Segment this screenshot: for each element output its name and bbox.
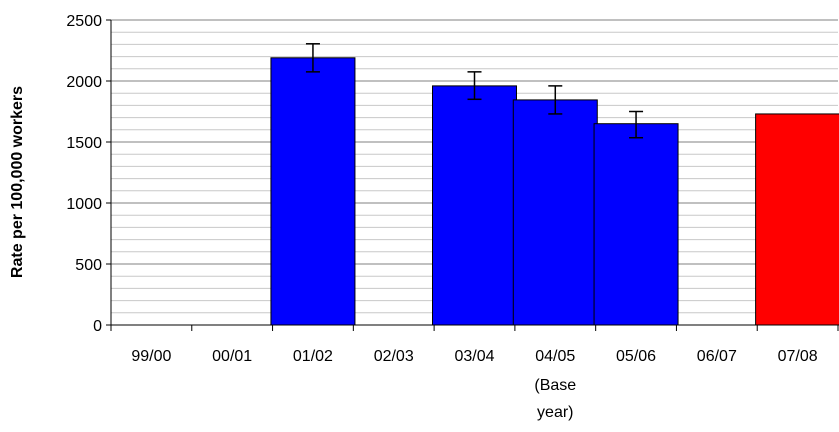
x-tick-labels: 99/00 00/01 01/02 02/03 03/04 04/05 (Base year)… [131, 348, 817, 421]
bar-6 [593, 123, 679, 326]
x-tick-label: 05/06 [616, 348, 656, 365]
error-bar-2 [305, 43, 320, 73]
x-tick-label: 01/02 [293, 348, 333, 365]
x-tick-label: 02/03 [374, 348, 414, 365]
x-tick-label: 00/01 [212, 348, 252, 365]
bar-4 [432, 85, 517, 326]
y-tick-label: 2500 [66, 13, 102, 30]
y-tick-labels: 0 500 1000 1500 2000 2500 [66, 13, 102, 335]
x-tick-label: 03/04 [454, 348, 494, 365]
error-bar-5 [548, 85, 563, 115]
error-bar-4 [467, 71, 482, 101]
x-tick-sublabel: year) [537, 404, 573, 421]
x-tick-label: 07/08 [778, 348, 818, 365]
y-axis-label: Rate per 100,000 workers [9, 86, 26, 278]
x-tick-label: 06/07 [697, 348, 737, 365]
bar-2 [270, 57, 356, 326]
x-tick-label: 04/05 [535, 348, 575, 365]
y-tick-label: 500 [75, 257, 102, 274]
bar-8 [755, 113, 839, 326]
x-tick-label: 99/00 [131, 348, 171, 365]
error-bar-6 [629, 110, 644, 139]
y-tick-label: 2000 [66, 74, 102, 91]
y-tick-label: 1500 [66, 135, 102, 152]
bar-5 [512, 99, 598, 326]
x-tick-sublabel: (Base [534, 377, 576, 394]
y-tick-label: 1000 [66, 196, 102, 213]
axes [106, 19, 839, 331]
bars [270, 57, 839, 326]
y-tick-label: 0 [93, 318, 102, 335]
error-bars [305, 43, 644, 139]
